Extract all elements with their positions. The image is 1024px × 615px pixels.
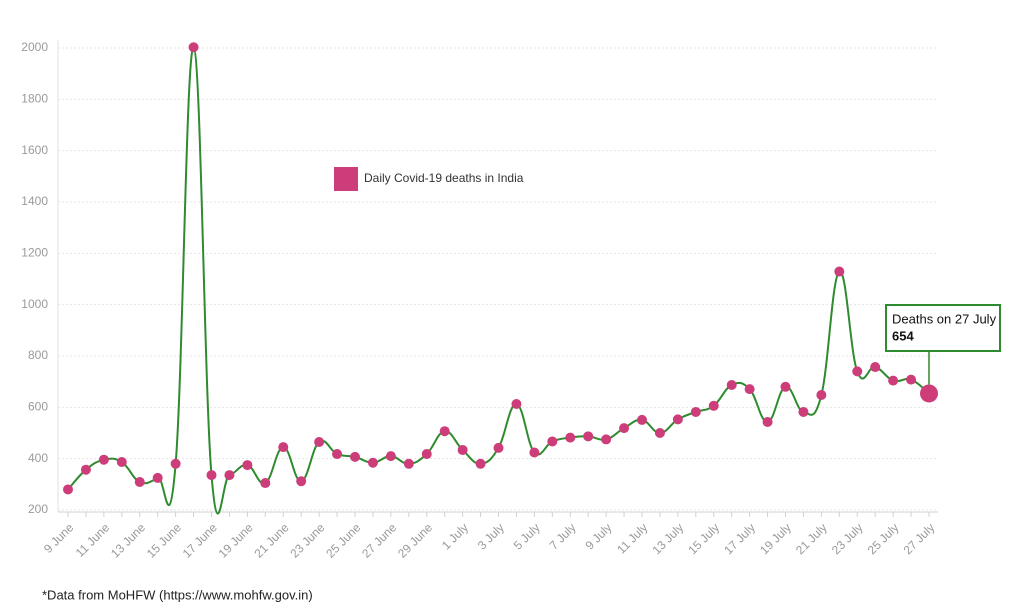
marker bbox=[762, 416, 773, 427]
marker bbox=[726, 380, 737, 391]
marker bbox=[152, 472, 163, 483]
x-tick-label: 17 July bbox=[721, 520, 758, 557]
marker bbox=[116, 457, 127, 468]
x-tick-label: 13 June bbox=[108, 520, 148, 560]
marker bbox=[475, 458, 486, 469]
marker bbox=[529, 447, 540, 458]
x-tick-label: 27 June bbox=[359, 520, 399, 560]
marker bbox=[619, 423, 630, 434]
marker bbox=[314, 436, 325, 447]
tooltip bbox=[885, 304, 1001, 352]
marker bbox=[672, 414, 683, 425]
marker bbox=[224, 470, 235, 481]
marker bbox=[816, 390, 827, 401]
y-tick-label: 1000 bbox=[21, 297, 48, 311]
marker bbox=[906, 374, 917, 385]
marker bbox=[134, 477, 145, 488]
marker bbox=[63, 484, 73, 495]
marker bbox=[565, 432, 576, 443]
y-tick-label: 400 bbox=[28, 451, 48, 465]
marker bbox=[170, 458, 181, 469]
x-tick-label: 25 July bbox=[865, 520, 902, 557]
x-tick-label: 17 June bbox=[180, 520, 220, 560]
marker bbox=[690, 406, 701, 417]
marker bbox=[367, 457, 378, 468]
marker bbox=[780, 381, 791, 392]
marker bbox=[708, 400, 719, 411]
marker bbox=[206, 470, 217, 481]
marker bbox=[637, 414, 647, 425]
y-tick-label: 1200 bbox=[21, 246, 48, 260]
marker bbox=[493, 442, 504, 453]
marker bbox=[98, 454, 109, 465]
x-tick-label: 27 July bbox=[901, 520, 938, 557]
marker bbox=[511, 398, 522, 409]
marker bbox=[852, 366, 863, 377]
x-tick-label: 19 June bbox=[216, 520, 256, 560]
marker bbox=[583, 431, 594, 442]
marker bbox=[457, 444, 468, 455]
marker bbox=[834, 266, 845, 277]
y-tick-label: 1600 bbox=[21, 143, 48, 157]
footnote: *Data from MoHFW (https://www.mohfw.gov.… bbox=[42, 587, 313, 602]
y-tick-label: 200 bbox=[28, 502, 48, 516]
tooltip-title: Deaths on 27 July bbox=[892, 311, 997, 326]
marker bbox=[654, 428, 665, 438]
x-tick-label: 11 June bbox=[73, 520, 113, 560]
y-tick-label: 1400 bbox=[21, 194, 48, 208]
x-tick-label: 9 June bbox=[41, 520, 77, 556]
marker bbox=[350, 451, 360, 462]
x-tick-label: 7 July bbox=[547, 520, 579, 552]
y-tick-label: 1800 bbox=[21, 92, 48, 106]
x-tick-label: 21 June bbox=[252, 520, 292, 560]
x-tick-label: 15 July bbox=[685, 520, 722, 557]
x-tick-label: 23 June bbox=[287, 520, 327, 560]
marker bbox=[260, 478, 271, 489]
marker bbox=[385, 451, 396, 462]
y-tick-label: 2000 bbox=[21, 40, 48, 54]
marker bbox=[242, 460, 253, 471]
x-tick-label: 23 July bbox=[829, 520, 866, 557]
legend-swatch bbox=[334, 167, 358, 191]
x-tick-label: 13 July bbox=[649, 520, 686, 557]
x-tick-label: 29 June bbox=[395, 520, 435, 560]
legend-label: Daily Covid-19 deaths in India bbox=[364, 171, 524, 185]
marker bbox=[80, 464, 91, 475]
x-tick-label: 1 July bbox=[439, 520, 471, 552]
x-tick-label: 19 July bbox=[757, 520, 794, 557]
marker bbox=[439, 426, 450, 437]
x-tick-label: 15 June bbox=[144, 520, 184, 560]
marker bbox=[296, 476, 307, 487]
x-tick-label: 9 July bbox=[582, 520, 614, 552]
marker bbox=[547, 436, 558, 447]
x-tick-label: 25 June bbox=[323, 520, 363, 560]
marker bbox=[744, 384, 755, 395]
tooltip-value: 654 bbox=[892, 328, 914, 343]
marker bbox=[332, 449, 343, 460]
x-tick-label: 3 July bbox=[475, 520, 507, 552]
x-tick-label: 11 July bbox=[614, 520, 650, 556]
marker bbox=[601, 434, 612, 445]
x-tick-label: 21 July bbox=[793, 520, 830, 557]
y-tick-label: 800 bbox=[28, 348, 48, 362]
marker bbox=[421, 449, 432, 460]
y-tick-label: 600 bbox=[28, 400, 48, 414]
marker bbox=[888, 375, 899, 386]
marker bbox=[278, 442, 289, 453]
marker bbox=[870, 362, 881, 373]
marker bbox=[798, 406, 809, 417]
marker bbox=[403, 458, 414, 469]
marker bbox=[188, 42, 199, 53]
marker bbox=[920, 384, 938, 403]
x-tick-label: 5 July bbox=[511, 520, 543, 552]
